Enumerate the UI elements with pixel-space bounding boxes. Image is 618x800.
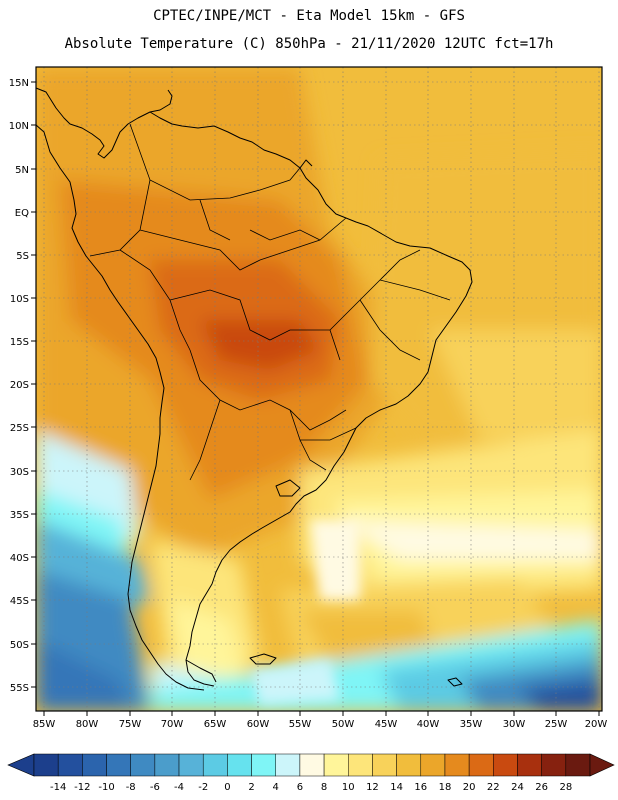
lat-label: 5S [16, 251, 29, 262]
lon-label: 60W [247, 719, 270, 730]
lon-label: 20W [585, 719, 608, 730]
lat-label: 50S [10, 640, 29, 651]
colorbar-tick-label: 8 [321, 782, 327, 793]
temperature-map: 15N 10N 5N EQ 5S 10S 15S 20S 25S 30S 35S… [9, 66, 608, 730]
lon-label: 65W [204, 719, 227, 730]
colorbar-tick-label: 28 [559, 782, 572, 793]
lat-label: 5N [15, 165, 29, 176]
colorbar-tick-label: -4 [174, 782, 184, 793]
lon-label: 50W [332, 719, 355, 730]
colorbar-swatch [444, 753, 470, 777]
lat-label: 10N [9, 121, 29, 132]
colorbar-swatch [348, 753, 373, 777]
colorbar-swatch [565, 753, 591, 777]
colorbar-tick-label: 10 [342, 782, 355, 793]
lat-label: 35S [10, 510, 29, 521]
lat-label: 15N [9, 78, 29, 89]
country-borders [89, 123, 451, 481]
colorbar-tick-label: 4 [273, 782, 279, 793]
colorbar-swatch [517, 753, 542, 777]
colorbar-over-arrow [589, 753, 615, 777]
lon-label: 45W [375, 719, 398, 730]
colorbar-tick-label: 12 [366, 782, 379, 793]
map-title-line1: CPTEC/INPE/MCT - Eta Model 15km - GFS [153, 8, 465, 24]
colorbar-swatch [299, 753, 325, 777]
colorbar-tick-label: 24 [511, 782, 524, 793]
lon-label: 40W [417, 719, 440, 730]
colorbar-tick-label: 26 [535, 782, 548, 793]
colorbar-swatch [227, 753, 252, 777]
colorbar-tick-label: 18 [439, 782, 452, 793]
colorbar-tick-label: -8 [126, 782, 136, 793]
lon-label: 80W [76, 719, 99, 730]
colorbar-tick-label: -14 [50, 782, 66, 793]
coastlines [35, 87, 473, 691]
colorbar-tick-label: -10 [98, 782, 114, 793]
colorbar-tick-label: 6 [297, 782, 303, 793]
colorbar-swatch [323, 753, 349, 777]
colorbar-swatch [130, 753, 156, 777]
temperature-colorbar: -14 -12 -10 -8 -6 -4 -2 0 2 4 6 8 10 12 14 16 18 20 22 24 26… [7, 753, 615, 793]
lon-label: 35W [460, 719, 483, 730]
graticule [36, 67, 602, 711]
colorbar-tick-label: 14 [390, 782, 403, 793]
colorbar-swatch [202, 753, 228, 777]
lat-label: 15S [10, 337, 29, 348]
colorbar-tick-label: 2 [248, 782, 254, 793]
colorbar-tick-label: 0 [224, 782, 230, 793]
colorbar-swatch [420, 753, 446, 777]
lon-label: 55W [289, 719, 312, 730]
lon-label: 75W [119, 719, 142, 730]
lon-label: 25W [545, 719, 568, 730]
map-frame [35, 66, 603, 712]
temperature-field [36, 67, 602, 711]
lat-label: EQ [15, 208, 29, 219]
colorbar-swatch [493, 753, 518, 777]
colorbar-tick-label: -6 [150, 782, 160, 793]
colorbar-tick-label: 22 [487, 782, 500, 793]
lat-label: 20S [10, 380, 29, 391]
colorbar-swatch [541, 753, 567, 777]
lat-label: 30S [10, 467, 29, 478]
colorbar-swatch [33, 753, 59, 777]
lat-label: 40S [10, 553, 29, 564]
lon-label: 85W [33, 719, 56, 730]
map-title-line2: Absolute Temperature (C) 850hPa - 21/11/… [64, 36, 554, 52]
colorbar-swatch [82, 753, 107, 777]
lat-label: 25S [10, 423, 29, 434]
lat-label: 10S [10, 294, 29, 305]
colorbar-tick-label: 16 [414, 782, 427, 793]
colorbar-swatch [57, 753, 83, 777]
colorbar-swatch [372, 753, 397, 777]
lat-label: 55S [10, 683, 29, 694]
colorbar-tick-label: -12 [74, 782, 90, 793]
colorbar-tick-label: 20 [463, 782, 476, 793]
axis-ticks [31, 81, 600, 716]
colorbar-swatch [275, 753, 301, 777]
colorbar-swatch [396, 753, 422, 777]
colorbar-tick-label: -2 [198, 782, 208, 793]
colorbar-swatch [251, 753, 276, 777]
lon-label: 30W [503, 719, 526, 730]
colorbar-swatch [468, 753, 494, 777]
lon-label: 70W [161, 719, 184, 730]
colorbar-swatch [178, 753, 204, 777]
colorbar-under-arrow [7, 753, 35, 777]
lat-label: 45S [10, 596, 29, 607]
colorbar-swatch [154, 753, 180, 777]
colorbar-swatch [106, 753, 131, 777]
